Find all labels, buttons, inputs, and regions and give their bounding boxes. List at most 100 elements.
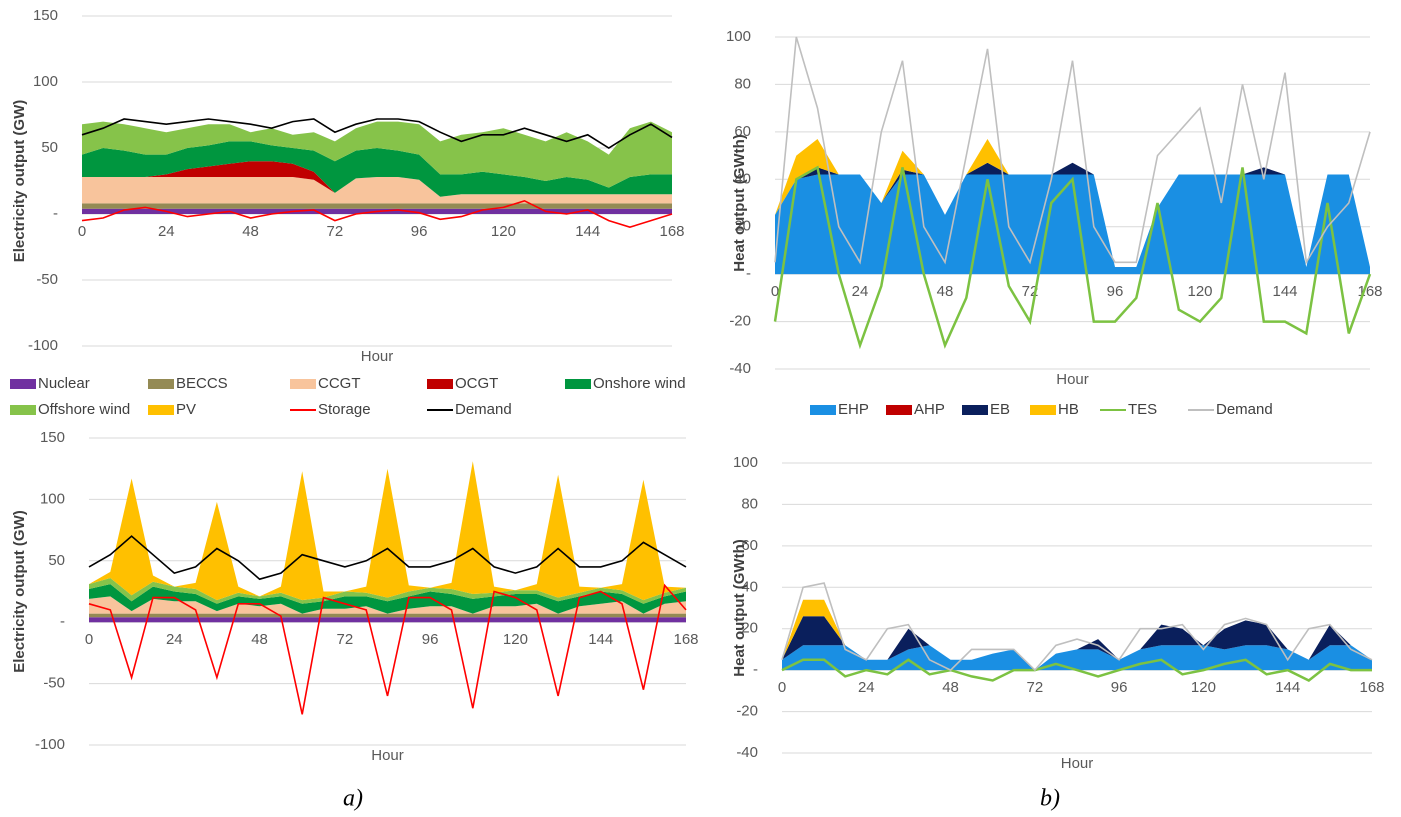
area — [775, 174, 1370, 275]
x-tick-label: 168 — [1359, 679, 1384, 696]
area — [82, 161, 672, 197]
legend-label: Onshore wind — [593, 375, 686, 392]
y-tick-label: 150 — [40, 429, 65, 446]
x-axis-label: Hour — [1061, 755, 1094, 772]
x-tick-label: 168 — [659, 223, 684, 240]
x-tick-label: 120 — [1191, 679, 1216, 696]
x-tick-label: 168 — [1357, 283, 1382, 300]
x-tick-label: 48 — [251, 631, 268, 648]
area — [89, 584, 686, 614]
x-tick-label: 0 — [771, 283, 779, 300]
y-tick-label: -20 — [729, 313, 751, 330]
x-tick-label: 48 — [942, 679, 959, 696]
y-tick-label: -40 — [729, 360, 751, 377]
line — [774, 36, 1371, 265]
x-tick-label: 120 — [503, 631, 528, 648]
y-tick-label: - — [746, 265, 751, 282]
legend-label: Demand — [455, 401, 512, 418]
y-tick-label: 100 — [726, 28, 751, 45]
x-tick-label: 72 — [1027, 679, 1044, 696]
y-axis-label: Electricity output (GW) — [11, 510, 28, 673]
legend-swatch — [148, 405, 174, 415]
line — [81, 118, 673, 149]
legend-label: Offshore wind — [38, 401, 130, 418]
y-axis-label: Heat output (GWth) — [731, 539, 748, 676]
line — [81, 199, 673, 229]
legend-label: HB — [1058, 401, 1079, 418]
x-tick-label: 24 — [166, 631, 183, 648]
legend-swatch — [10, 379, 36, 389]
y-tick-label: -100 — [35, 736, 65, 753]
x-tick-label: 120 — [491, 223, 516, 240]
x-tick-label: 0 — [78, 223, 86, 240]
area — [89, 461, 686, 601]
x-tick-label: 144 — [1272, 283, 1297, 300]
x-tick-label: 24 — [858, 679, 875, 696]
x-tick-label: 24 — [158, 223, 175, 240]
x-tick-label: 120 — [1187, 283, 1212, 300]
legend-swatch — [427, 379, 453, 389]
legend-label: AHP — [914, 401, 945, 418]
legend-label: CCGT — [318, 375, 361, 392]
y-axis-label: Electricity output (GW) — [11, 100, 28, 263]
y-tick-label: 20 — [734, 218, 751, 235]
x-tick-label: 144 — [588, 631, 613, 648]
y-tick-label: -50 — [36, 271, 58, 288]
y-tick-label: - — [753, 661, 758, 678]
legend-label: TES — [1128, 401, 1157, 418]
legend-swatch — [886, 405, 912, 415]
y-tick-label: 100 — [33, 73, 58, 90]
x-tick-label: 96 — [411, 223, 428, 240]
y-tick-label: 20 — [741, 620, 758, 637]
caption: b) — [1040, 786, 1060, 812]
x-tick-label: 24 — [852, 283, 869, 300]
x-axis-label: Hour — [371, 747, 404, 764]
x-tick-label: 168 — [673, 631, 698, 648]
x-tick-label: 72 — [327, 223, 344, 240]
x-tick-label: 144 — [575, 223, 600, 240]
legend-swatch — [148, 379, 174, 389]
y-tick-label: 60 — [741, 537, 758, 554]
legend-swatch — [565, 379, 591, 389]
area — [82, 121, 672, 188]
y-tick-label: 100 — [40, 490, 65, 507]
legend-label: BECCS — [176, 375, 228, 392]
y-tick-label: 40 — [741, 578, 758, 595]
area — [82, 177, 672, 204]
y-tick-label: -20 — [736, 703, 758, 720]
legend-label: EHP — [838, 401, 869, 418]
x-axis-label: Hour — [361, 348, 394, 365]
area — [782, 616, 1372, 671]
legend-swatch — [962, 405, 988, 415]
y-tick-label: - — [60, 613, 65, 630]
y-tick-label: 80 — [734, 75, 751, 92]
legend-label: Storage — [318, 401, 371, 418]
y-axis-label: Heat output (GWth) — [731, 134, 748, 271]
legend-label: PV — [176, 401, 196, 418]
legend-swatch — [810, 405, 836, 415]
area — [82, 203, 672, 209]
y-tick-label: - — [53, 205, 58, 222]
x-tick-label: 48 — [937, 283, 954, 300]
line — [88, 583, 687, 715]
legend-label: OCGT — [455, 375, 498, 392]
x-tick-label: 0 — [85, 631, 93, 648]
legend-label: EB — [990, 401, 1010, 418]
legend-swatch — [290, 379, 316, 389]
x-tick-label: 96 — [1107, 283, 1124, 300]
area — [89, 617, 686, 623]
area — [82, 141, 672, 197]
y-tick-label: 50 — [41, 139, 58, 156]
line — [88, 535, 687, 581]
x-tick-label: 96 — [422, 631, 439, 648]
area — [782, 645, 1372, 671]
y-tick-label: 50 — [48, 552, 65, 569]
legend-label: Demand — [1216, 401, 1273, 418]
area — [89, 578, 686, 604]
area — [775, 162, 1370, 267]
y-tick-label: -100 — [28, 337, 58, 354]
x-tick-label: 96 — [1111, 679, 1128, 696]
y-tick-label: 100 — [733, 454, 758, 471]
legend-swatch — [1030, 405, 1056, 415]
